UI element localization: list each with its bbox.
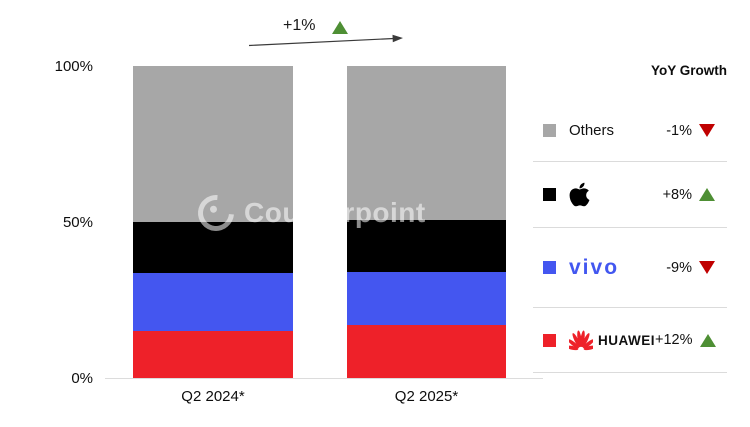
growth-up-triangle-icon [332,21,348,34]
huawei-flower-icon [569,330,593,350]
x-axis-baseline [105,378,543,379]
legend-header: YoY Growth [650,63,727,78]
huawei-wordmark: HUAWEI [598,332,655,348]
bar-segment-apple-q2-2025 [347,220,506,272]
x-axis-label-q2-2025: Q2 2025* [394,388,459,405]
market-growth-label: +1% [283,17,316,34]
vivo-swatch [543,261,556,274]
bar-segment-vivo-q2-2025 [347,271,506,325]
vivo-logo: vivo [569,256,620,279]
x-axis-label-q2-2024: Q2 2024* [181,388,245,405]
vivo-growth-value: -9% [666,259,692,276]
bar-segment-huawei-q2-2024 [133,331,293,378]
huawei-growth-value: +12% [655,332,693,348]
legend: Others -1% +8% vivo -9% [533,100,727,373]
bar-segment-apple-q2-2024 [133,222,293,274]
others-growth-value: -1% [666,122,692,139]
bar-segment-huawei-q2-2025 [347,324,506,378]
legend-row-others: Others -1% [533,100,727,162]
y-axis-tick-50: 50% [62,214,93,231]
huawei-up-triangle-icon [699,333,716,347]
y-axis-tick-0: 0% [71,370,93,387]
legend-row-huawei: HUAWEI +12% [533,308,727,373]
legend-row-apple: +8% [533,162,727,228]
bar-segment-others-q2-2025 [347,66,506,221]
apple-up-triangle-icon [699,188,715,201]
bar-segment-vivo-q2-2024 [133,273,293,332]
others-label: Others [569,122,615,139]
legend-row-vivo: vivo -9% [533,228,727,308]
others-swatch [543,124,556,137]
bar-segment-others-q2-2024 [133,66,293,222]
apple-swatch [543,188,556,201]
others-down-triangle-icon [699,124,715,137]
apple-growth-value: +8% [662,186,692,203]
stacked-bar-q2-2024 [133,66,293,378]
y-axis-tick-100: 100% [54,58,93,75]
growth-arrow-icon [248,34,403,47]
vivo-down-triangle-icon [699,261,715,274]
huawei-logo: HUAWEI [569,330,655,351]
huawei-swatch [543,333,556,347]
stacked-bar-q2-2025 [347,66,506,378]
apple-logo-icon [569,182,590,207]
